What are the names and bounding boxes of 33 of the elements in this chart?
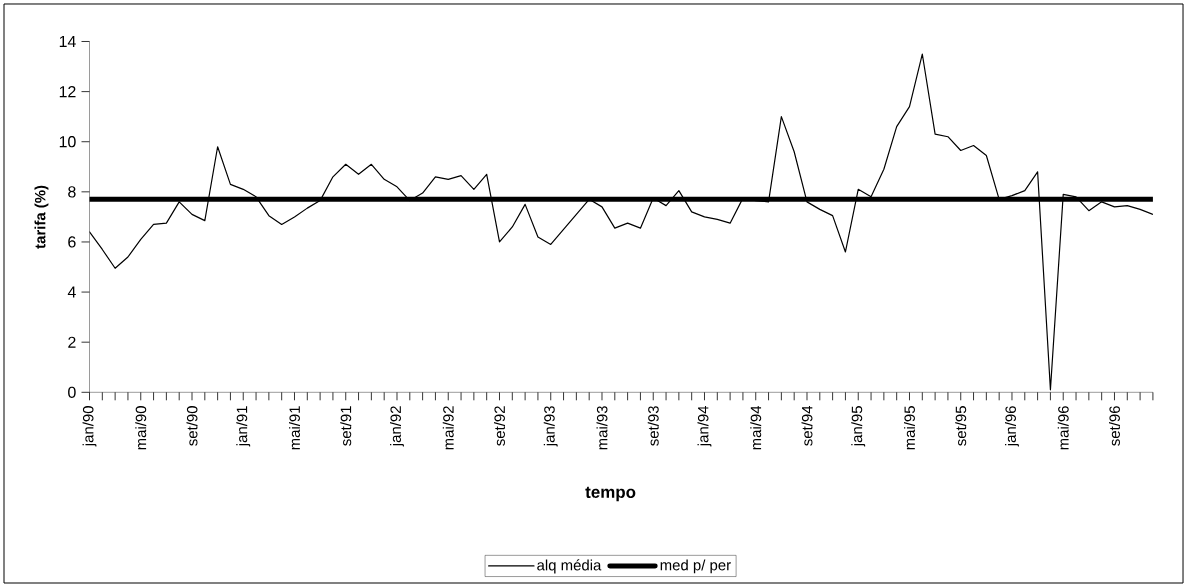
x-tick-label: mai/94: [750, 405, 762, 450]
legend-label: alq média: [537, 559, 602, 574]
y-tick-label: 2: [68, 336, 76, 348]
x-tick-label: mai/91: [289, 406, 300, 450]
x-tick-label: set/94: [801, 405, 813, 446]
y-tick-label: 4: [67, 286, 76, 298]
y-tick-label: 8: [68, 186, 76, 198]
y-tick-label: 14: [59, 36, 76, 47]
x-tick-label: mai/90: [135, 406, 147, 450]
x-tick-label: set/96: [1108, 406, 1120, 446]
x-tick-label: set/91: [340, 406, 352, 446]
legend-label: med p/ per: [660, 559, 731, 574]
x-tick-label: jan/96: [1005, 406, 1019, 447]
x-tick-label: mai/92: [442, 406, 454, 450]
x-tick-label: jan/92: [390, 406, 404, 447]
y-tick-label: 12: [59, 86, 76, 98]
y-tick-label: 0: [68, 386, 76, 398]
y-axis-title: tarifa (%): [34, 185, 49, 249]
x-tick-label: jan/91: [236, 406, 251, 447]
y-tick-label: 10: [59, 136, 76, 148]
x-tick-label: jan/94: [697, 405, 712, 447]
x-tick-label: set/90: [186, 406, 198, 446]
x-tick-label: set/92: [494, 406, 505, 446]
x-axis-title: tempo: [585, 486, 636, 502]
x-tick-label: jan/93: [543, 406, 558, 447]
x-tick-label: mai/95: [904, 406, 915, 450]
y-tick-label: 6: [68, 236, 76, 248]
x-tick-label: mai/93: [596, 406, 608, 450]
x-tick-label: mai/96: [1057, 406, 1069, 450]
x-tick-label: jan/95: [851, 406, 866, 447]
x-tick-label: set/93: [647, 406, 659, 446]
x-tick-label: jan/90: [82, 406, 97, 447]
x-tick-label: set/95: [955, 406, 967, 446]
